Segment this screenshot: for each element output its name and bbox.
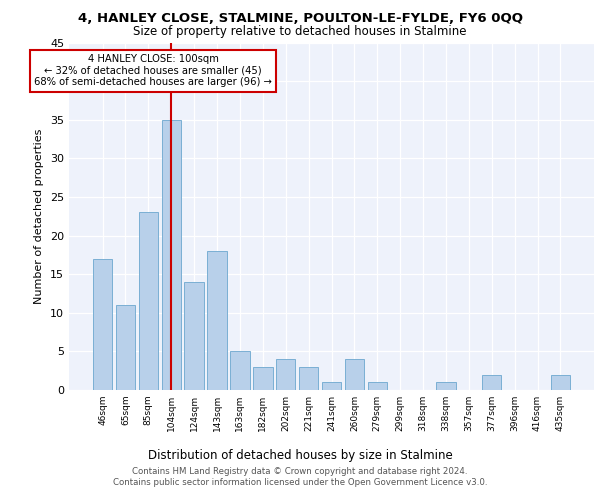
Bar: [230, 352, 250, 390]
Text: Contains HM Land Registry data © Crown copyright and database right 2024.: Contains HM Land Registry data © Crown c…: [132, 467, 468, 476]
Bar: [116, 305, 135, 390]
Text: 4, HANLEY CLOSE, STALMINE, POULTON-LE-FYLDE, FY6 0QQ: 4, HANLEY CLOSE, STALMINE, POULTON-LE-FY…: [77, 12, 523, 26]
Bar: [344, 359, 364, 390]
Text: Size of property relative to detached houses in Stalmine: Size of property relative to detached ho…: [133, 25, 467, 38]
Bar: [482, 374, 502, 390]
Bar: [184, 282, 204, 390]
Y-axis label: Number of detached properties: Number of detached properties: [34, 128, 44, 304]
Bar: [436, 382, 455, 390]
Bar: [276, 359, 295, 390]
Bar: [139, 212, 158, 390]
Text: Distribution of detached houses by size in Stalmine: Distribution of detached houses by size …: [148, 450, 452, 462]
Bar: [253, 367, 272, 390]
Bar: [551, 374, 570, 390]
Text: 4 HANLEY CLOSE: 100sqm
← 32% of detached houses are smaller (45)
68% of semi-det: 4 HANLEY CLOSE: 100sqm ← 32% of detached…: [34, 54, 272, 88]
Bar: [368, 382, 387, 390]
Bar: [93, 258, 112, 390]
Bar: [208, 251, 227, 390]
Text: Contains public sector information licensed under the Open Government Licence v3: Contains public sector information licen…: [113, 478, 487, 487]
Bar: [322, 382, 341, 390]
Bar: [299, 367, 319, 390]
Bar: [161, 120, 181, 390]
